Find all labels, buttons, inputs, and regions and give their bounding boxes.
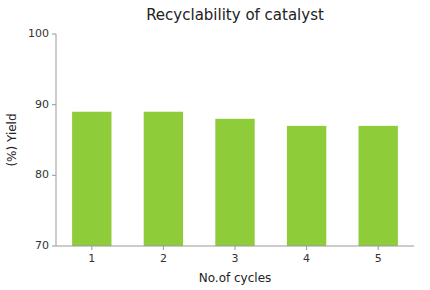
y-axis-line (56, 34, 57, 246)
x-tick-label: 5 (375, 252, 382, 265)
y-tick-label: 80 (35, 168, 49, 181)
bars (72, 112, 398, 246)
x-tick-label: 2 (160, 252, 167, 265)
x-tick (235, 246, 236, 250)
y-tick-label: 100 (28, 27, 49, 40)
y-tick-label: 70 (35, 239, 49, 252)
y-tick (52, 104, 56, 105)
bar (359, 126, 398, 246)
x-tick (163, 246, 164, 250)
x-tick (306, 246, 307, 250)
y-tick (52, 175, 56, 176)
y-tick (52, 246, 56, 247)
chart: 70 80 90 100 1 2 3 4 5 Recyclability of catalyst N… (0, 0, 430, 290)
x-tick-label: 3 (232, 252, 239, 265)
x-tick-label: 1 (88, 252, 95, 265)
y-axis-label: (%) Yield (5, 113, 19, 166)
title: Recyclability of catalyst (146, 6, 324, 24)
x-tick (91, 246, 92, 250)
y-tick (52, 34, 56, 35)
bar (215, 119, 254, 246)
chart-container: 70 80 90 100 1 2 3 4 5 Recyclability of catalyst N… (0, 0, 430, 290)
x-tick (378, 246, 379, 250)
bar (287, 126, 326, 246)
bar (72, 112, 111, 246)
x-tick-label: 4 (303, 252, 310, 265)
bar (144, 112, 183, 246)
x-axis-label: No.of cycles (199, 271, 272, 285)
y-tick-label: 90 (35, 98, 49, 111)
